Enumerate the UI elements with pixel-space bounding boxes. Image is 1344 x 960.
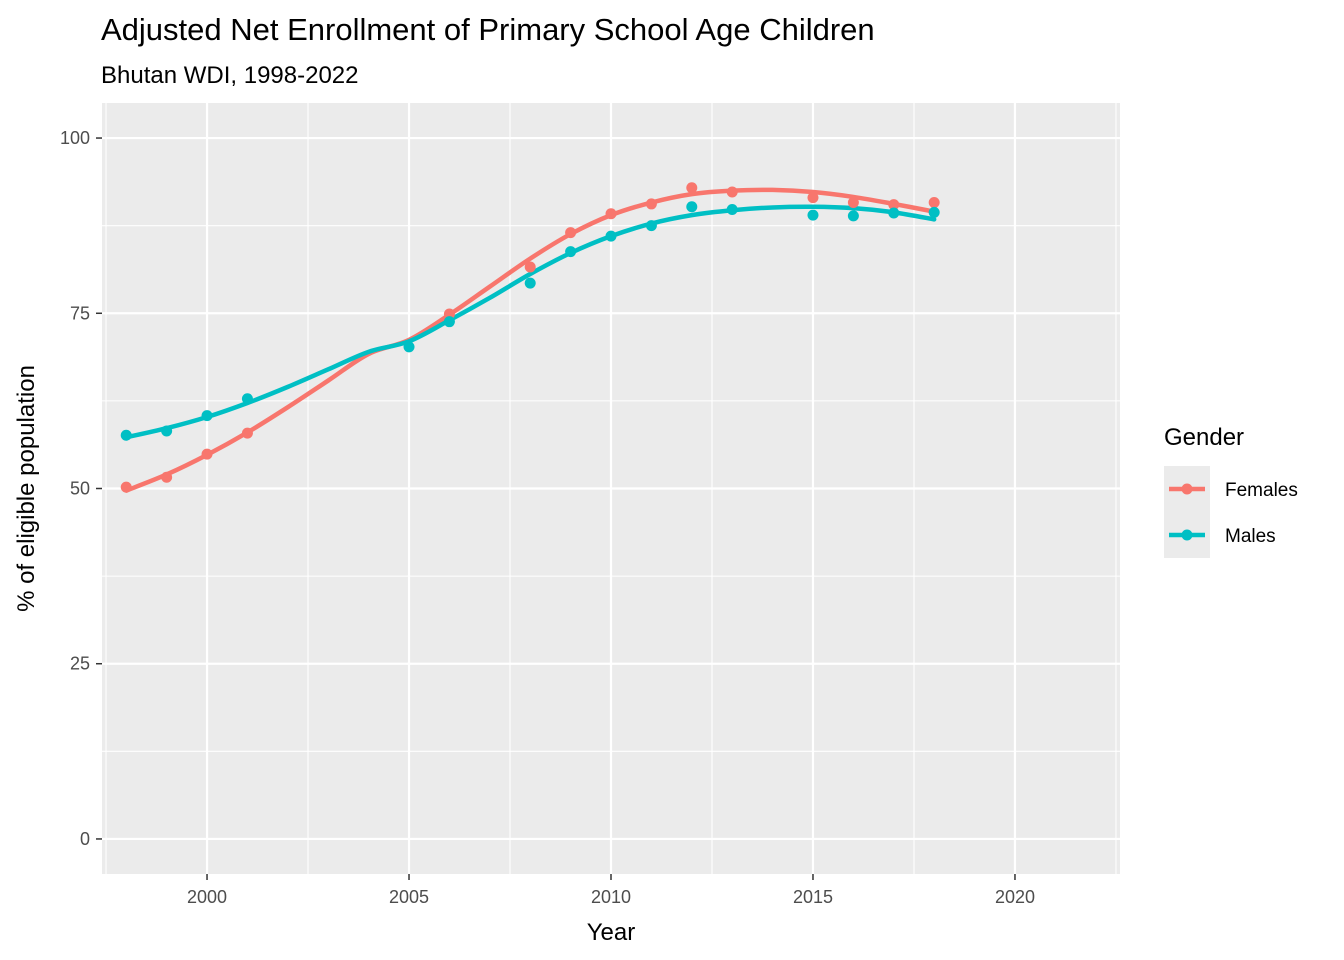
data-point-males [645, 220, 657, 232]
y-tick-label: 0 [80, 829, 90, 849]
legend-label-females: Females [1225, 480, 1298, 501]
legend-title: Gender [1164, 424, 1244, 451]
y-tick-label: 100 [60, 128, 90, 148]
data-point-males [201, 410, 213, 422]
x-tick-label: 2000 [187, 887, 227, 907]
data-point-males [928, 206, 940, 218]
chart-subtitle: Bhutan WDI, 1998-2022 [101, 62, 359, 89]
data-point-females [120, 481, 132, 493]
x-tick-label: 2005 [389, 887, 429, 907]
trend-lines [123, 187, 937, 493]
data-point-females [645, 198, 657, 210]
data-point-males [241, 393, 253, 405]
y-tick-label: 75 [70, 303, 90, 323]
data-point-females [201, 448, 213, 460]
legend: Gender Females Males [1164, 424, 1298, 558]
data-point-males [524, 277, 536, 289]
data-point-males [120, 429, 132, 441]
trend-line-females [123, 187, 937, 493]
y-tick-label: 50 [70, 479, 90, 499]
x-tick-label: 2015 [793, 887, 833, 907]
major-gridlines [102, 103, 1120, 874]
data-point-females [847, 197, 859, 209]
x-axis: 2000 2005 2010 2015 2020 [187, 874, 1035, 907]
data-point-females [928, 197, 940, 209]
data-points [120, 182, 940, 493]
y-tick-label: 25 [70, 654, 90, 674]
data-point-males [686, 201, 698, 213]
data-point-males [888, 207, 900, 219]
data-point-females [686, 182, 698, 194]
x-axis-title: Year [587, 919, 636, 946]
data-point-females [888, 199, 900, 211]
data-point-females [726, 186, 738, 198]
y-axis: 0 25 50 75 100 [60, 128, 102, 849]
data-point-males [605, 230, 617, 242]
legend-label-males: Males [1225, 526, 1276, 547]
trend-line-males [123, 204, 937, 440]
data-point-males [847, 210, 859, 222]
data-point-males [565, 246, 577, 258]
data-point-males [807, 209, 819, 221]
data-point-females [605, 208, 617, 220]
data-point-females [524, 261, 536, 273]
data-point-males [726, 204, 738, 216]
data-point-females [443, 308, 455, 320]
legend-point-females [1181, 483, 1193, 495]
data-point-males [161, 425, 173, 437]
data-point-females [807, 192, 819, 204]
y-axis-title: % of eligible population [13, 365, 40, 612]
data-point-females [241, 427, 253, 439]
x-tick-label: 2010 [591, 887, 631, 907]
chart-title: Adjusted Net Enrollment of Primary Schoo… [101, 12, 875, 47]
data-point-males [443, 316, 455, 328]
data-point-females [161, 471, 173, 483]
data-point-females [565, 227, 577, 239]
x-tick-label: 2020 [995, 887, 1035, 907]
legend-point-males [1181, 529, 1193, 541]
data-point-males [403, 341, 415, 353]
